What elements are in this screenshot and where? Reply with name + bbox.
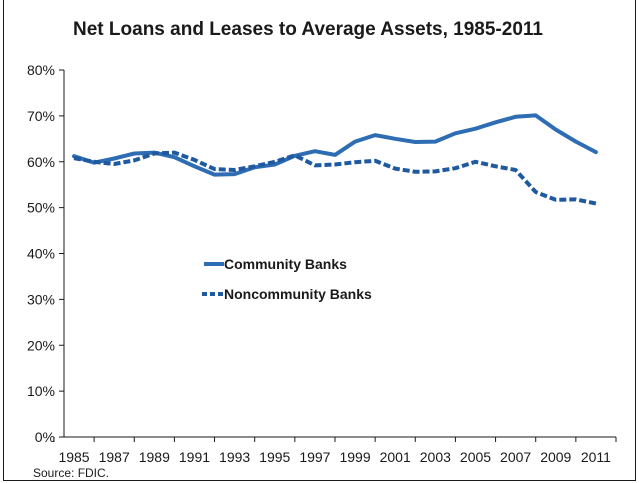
y-tick-label: 20% [27, 337, 55, 353]
y-tick-label: 50% [27, 200, 55, 216]
chart-title: Net Loans and Leases to Average Assets, … [73, 19, 543, 40]
legend-label: Community Banks [224, 256, 347, 272]
x-tick-label: 1993 [219, 449, 250, 465]
x-tick-label: 1989 [139, 449, 170, 465]
chart-frame [3, 0, 636, 481]
legend: Community Banks Noncommunity Banks [202, 256, 372, 302]
x-tick-label: 2009 [540, 449, 571, 465]
y-tick-label: 40% [27, 246, 55, 262]
y-tick-label: 30% [27, 291, 55, 307]
series-line-community-banks [72, 113, 598, 177]
x-tick-label: 2001 [380, 449, 411, 465]
x-tick-label: 1997 [299, 449, 330, 465]
series-group [72, 113, 598, 206]
y-tick-label: 60% [27, 154, 55, 170]
y-axis: 0% 10% 20% 30% 40% 50% 60% 70% 80% [27, 62, 65, 445]
x-tick-label: 1991 [179, 449, 210, 465]
legend-label: Noncommunity Banks [224, 286, 372, 302]
x-tick-label: 2007 [500, 449, 531, 465]
x-axis: 1985 1987 1989 1991 1993 1995 1997 1999 2001 2003… [53, 436, 617, 465]
x-tick-label: 2003 [420, 449, 451, 465]
y-tick-label: 70% [27, 108, 55, 124]
y-tick-label: 0% [35, 429, 55, 445]
x-tick-label: 1995 [259, 449, 290, 465]
x-tick-label: 1987 [99, 449, 130, 465]
y-tick-label: 10% [27, 383, 55, 399]
x-tick-label: 2005 [460, 449, 491, 465]
y-tick-label: 80% [27, 62, 55, 78]
x-tick-label: 1985 [58, 449, 89, 465]
series-line-noncommunity-banks [73, 150, 597, 206]
x-tick-label: 2011 [581, 449, 611, 465]
x-tick-label: 1999 [339, 449, 370, 465]
source-note: Source: FDIC. [33, 466, 110, 480]
